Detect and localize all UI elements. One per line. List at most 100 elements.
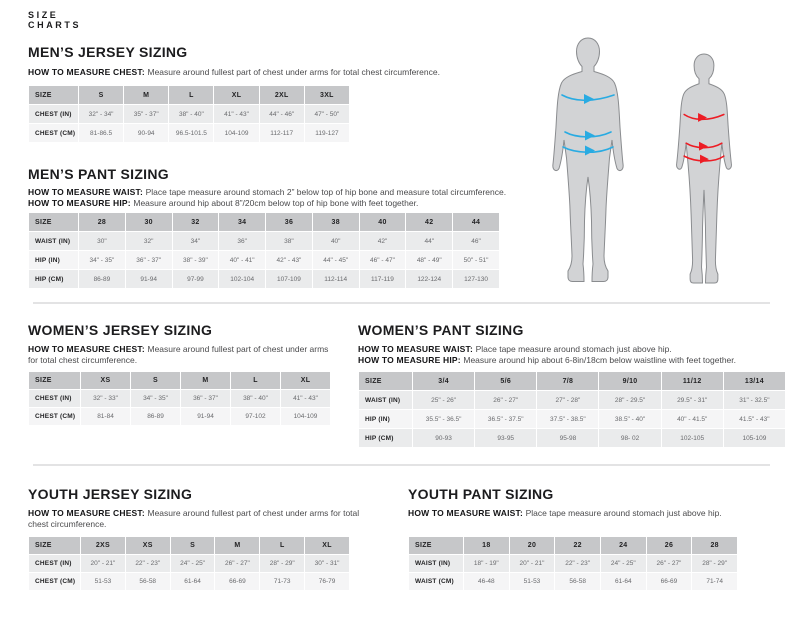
page-title: SIZE CHARTS [28, 10, 81, 30]
table-header-cell: SIZE [28, 85, 79, 105]
table-row: HIP (CM) 86-89 91-94 97-99 102-104 107-109 112… [28, 269, 500, 289]
table-header-cell: M [123, 85, 170, 105]
table-header-cell: 32 [171, 212, 220, 232]
table-cell: 66-69 [214, 572, 261, 591]
section-divider [33, 464, 770, 466]
table-header-cell: 9/10 [598, 371, 662, 391]
how-to-line: HOW TO MEASURE WAIST: Place tape measure… [28, 187, 507, 197]
table-header-cell: 34 [218, 212, 267, 232]
table-header-cell: S [130, 371, 181, 390]
table-header-cell: XS [124, 536, 171, 555]
how-to-label: HOW TO MEASURE WAIST: [358, 344, 476, 354]
table-header-cell: M [214, 536, 261, 555]
table-cell: 36" - 37" [180, 389, 231, 408]
table-cell: 31" - 32.5" [722, 390, 787, 410]
how-to-label: HOW TO MEASURE HIP: [28, 198, 134, 208]
table-cell: 22" - 23" [124, 554, 171, 573]
mens-pant-howto: HOW TO MEASURE WAIST: Place tape measure… [28, 187, 588, 209]
table-cell: 46" [452, 231, 500, 251]
table-cell: 46-48 [463, 572, 510, 591]
table-cell: 81-86.5 [77, 123, 125, 143]
table-header-cell: XS [80, 371, 131, 390]
table-cell: 97-102 [230, 407, 281, 426]
table-cell: 25" - 26" [411, 390, 476, 410]
row-label-cell: WAIST (CM) [408, 572, 464, 591]
table-cell: 42" - 43" [265, 250, 313, 270]
table-cell: 117-119 [358, 269, 407, 289]
table-cell: 50" - 51" [452, 250, 500, 270]
table-cell: 22" - 23" [554, 554, 601, 573]
row-label-cell: WAIST (IN) [408, 554, 464, 573]
section-divider [33, 302, 770, 304]
table-cell: 28" - 29.5" [598, 390, 662, 410]
page-title-line2: CHARTS [28, 20, 82, 30]
table-header-cell: 3/4 [411, 371, 476, 391]
table-cell: 44" - 46" [258, 104, 305, 124]
mens-pant-table: SIZE 28 30 32 34 36 38 40 42 44 WAIST (IN) 30" 32" 34… [28, 212, 500, 289]
table-header-cell: L [259, 536, 306, 555]
table-cell: 30" [78, 231, 126, 251]
table-cell: 27" - 28" [536, 390, 600, 410]
table-cell: 112-117 [258, 123, 305, 143]
table-cell: 24" - 25" [169, 554, 216, 573]
table-cell: 40" [311, 231, 360, 251]
youth-jersey-heading: YOUTH JERSEY SIZING [28, 486, 193, 502]
table-cell: 20" - 21" [80, 554, 126, 573]
table-cell: 38" - 39" [171, 250, 220, 270]
row-label-cell: CHEST (CM) [28, 572, 81, 591]
row-label-cell: WAIST (IN) [28, 231, 79, 251]
table-header-cell: 28 [78, 212, 126, 232]
youth-pant-heading: YOUTH PANT SIZING [408, 486, 554, 502]
table-cell: 95-98 [536, 428, 600, 448]
table-header-cell: 5/6 [474, 371, 538, 391]
table-cell: 56-58 [124, 572, 171, 591]
table-cell: 71-74 [691, 572, 738, 591]
womens-pant-heading: WOMEN’S PANT SIZING [358, 322, 524, 338]
table-cell: 35" - 37" [123, 104, 170, 124]
table-cell: 96.5-101.5 [168, 123, 215, 143]
female-silhouette-figure [676, 53, 732, 284]
how-to-label: HOW TO MEASURE WAIST: [28, 187, 146, 197]
table-header-cell: 2XL [258, 85, 305, 105]
table-cell: 46" - 47" [358, 250, 407, 270]
table-cell: 44" [405, 231, 454, 251]
table-cell: 36" [218, 231, 267, 251]
table-cell: 38" - 40" [230, 389, 281, 408]
how-to-label: HOW TO MEASURE CHEST: [28, 344, 148, 354]
table-cell: 38.5" - 40" [598, 409, 662, 429]
female-hip-arrowhead-icon [700, 154, 709, 164]
how-to-line: HOW TO MEASURE HIP: Measure around hip a… [358, 355, 737, 365]
table-header-cell: 28 [691, 536, 738, 555]
table-row: CHEST (IN) 20" - 21" 22" - 23" 24" - 25" 26"… [28, 554, 350, 573]
table-header-cell: 11/12 [660, 371, 724, 391]
male-waist-arrowhead-icon [585, 130, 595, 141]
page-title-line1: SIZE [28, 10, 59, 20]
table-cell: 51-53 [508, 572, 556, 591]
womens-jersey-table: SIZE XS S M L XL CHEST (IN) 32" - 33" 34" - 35" 3… [28, 371, 331, 426]
table-cell: 29.5" - 31" [660, 390, 724, 410]
table-cell: 91-94 [124, 269, 173, 289]
table-header-cell: 7/8 [536, 371, 600, 391]
table-header-cell: 2XS [80, 536, 126, 555]
table-header-cell: L [168, 85, 215, 105]
female-waist-arrowhead-icon [699, 141, 708, 151]
table-cell: 107-109 [265, 269, 313, 289]
female-chest-arrowhead-icon [698, 112, 707, 122]
table-cell: 40" - 41" [218, 250, 267, 270]
how-to-line: HOW TO MEASURE WAIST: Place tape measure… [358, 344, 672, 354]
table-cell: 119-127 [303, 123, 351, 143]
womens-jersey-heading: WOMEN’S JERSEY SIZING [28, 322, 213, 338]
table-cell: 41.5" - 43" [722, 409, 787, 429]
table-cell: 61-64 [599, 572, 647, 591]
youth-jersey-howto: HOW TO MEASURE CHEST: Measure around ful… [28, 508, 376, 530]
table-cell: 35.5" - 36.5" [411, 409, 476, 429]
womens-pant-howto: HOW TO MEASURE WAIST: Place tape measure… [358, 344, 790, 366]
table-header-cell: XL [304, 536, 350, 555]
table-cell: 30" - 31" [304, 554, 350, 573]
table-cell: 34" [171, 231, 220, 251]
table-cell: 20" - 21" [508, 554, 556, 573]
table-header-cell: 30 [124, 212, 173, 232]
table-cell: 127-130 [452, 269, 500, 289]
how-to-line: HOW TO MEASURE CHEST: Measure around ful… [28, 508, 360, 529]
table-cell: 61-64 [169, 572, 216, 591]
